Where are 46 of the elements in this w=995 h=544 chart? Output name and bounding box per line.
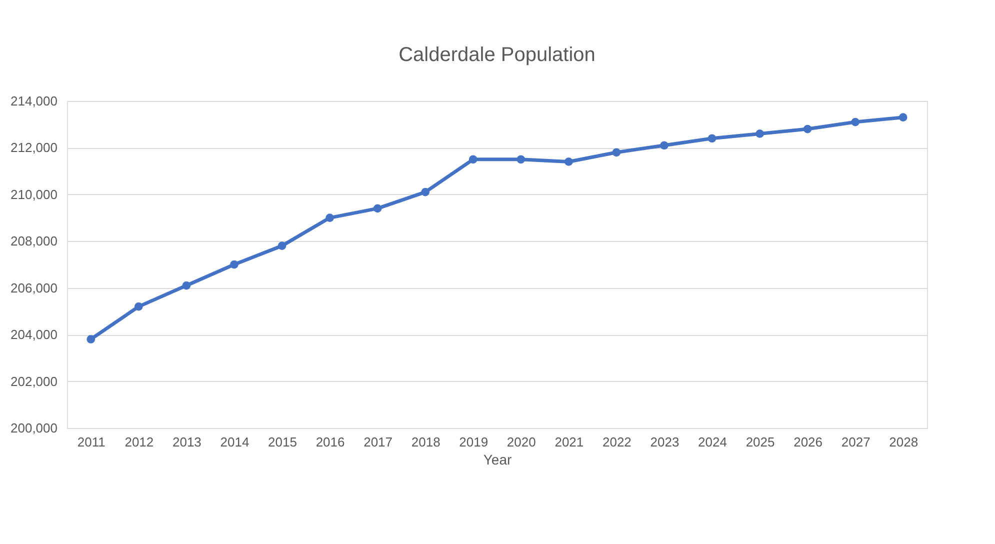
y-tick-label: 208,000	[10, 234, 58, 249]
x-tick-label: 2020	[506, 434, 536, 450]
x-tick-label: 2011	[77, 434, 106, 450]
point	[421, 188, 430, 196]
point	[468, 155, 478, 164]
point	[803, 124, 812, 134]
point	[326, 214, 334, 222]
x-tick-label: 2023	[650, 434, 680, 450]
point	[373, 204, 382, 213]
x-tick-label: 2017	[364, 434, 393, 450]
x-tick-label: 2013	[172, 434, 202, 450]
x-tick-label: 2018	[411, 434, 440, 450]
point	[660, 141, 668, 150]
y-tick-label: 212,000	[10, 140, 58, 156]
x-tick-label: 2024	[698, 434, 727, 450]
y-tick-label: 204,000	[10, 327, 58, 342]
point	[851, 118, 860, 126]
point	[516, 155, 526, 164]
x-tick-label: 2028	[889, 434, 918, 450]
x-tick-label: 2015	[268, 434, 297, 450]
x-tick-label: 2022	[602, 434, 632, 450]
x-tick-label: 2016	[316, 434, 345, 450]
point	[182, 281, 191, 290]
y-tick-label: 210,000	[10, 186, 58, 202]
y-tick-label: 214,000	[10, 94, 58, 108]
x-tick-label: 2026	[794, 434, 823, 450]
x-tick-label: 2012	[124, 434, 154, 450]
point	[708, 134, 716, 143]
x-tick-label: 2025	[746, 434, 775, 450]
point	[564, 158, 573, 166]
point	[278, 242, 286, 250]
point	[86, 335, 96, 344]
y-tick-label: 206,000	[10, 280, 58, 296]
point	[756, 130, 764, 138]
point	[134, 302, 143, 311]
point	[612, 148, 621, 157]
point	[898, 113, 908, 122]
x-tick-label: 2021	[554, 434, 584, 450]
point	[230, 260, 238, 269]
x-axis-title: Year	[483, 452, 512, 468]
x-tick-label: 2027	[841, 434, 870, 450]
x-tick-label: 2014	[220, 434, 250, 450]
y-tick-label: 200,000	[10, 420, 58, 436]
x-tick-label: 2019	[459, 434, 488, 450]
chart-title: Calderdale Population	[398, 44, 596, 66]
y-tick-label: 202,000	[10, 374, 58, 389]
